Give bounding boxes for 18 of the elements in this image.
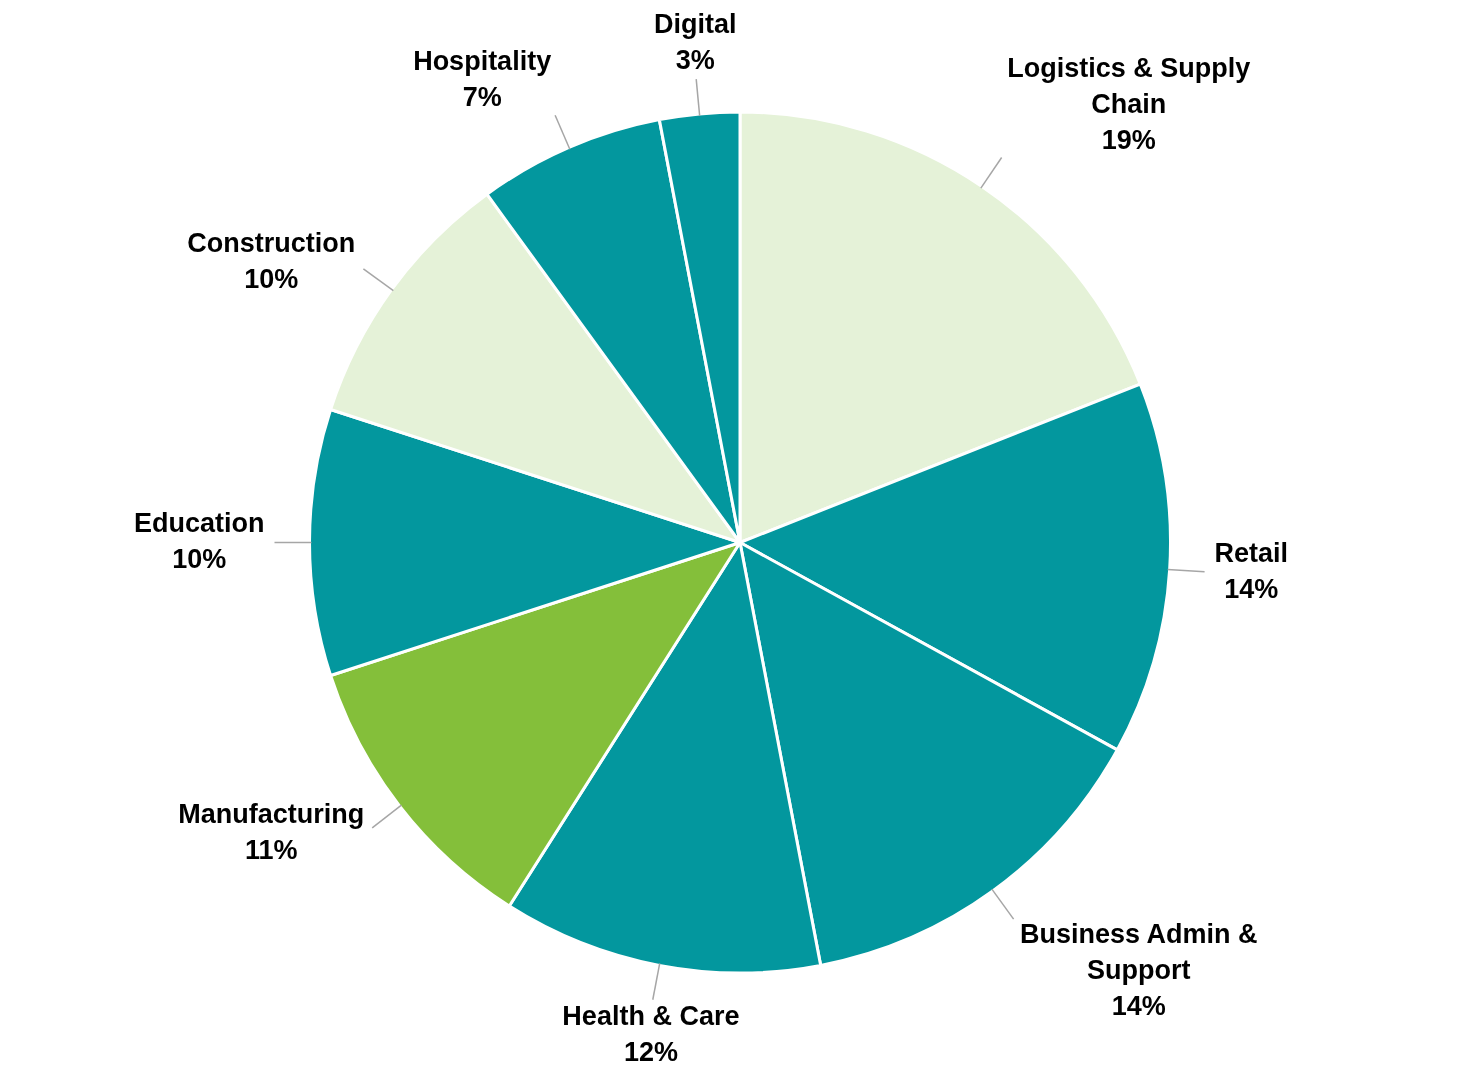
slice-label: Business Admin & Support bbox=[1019, 918, 1258, 985]
slice-label: Logistics & Supply Chain bbox=[1007, 52, 1251, 119]
slice-label: Retail bbox=[1214, 537, 1289, 568]
data-label: 3% bbox=[675, 44, 715, 75]
data-label: 12% bbox=[623, 1037, 678, 1068]
slice-label: Health & Care bbox=[562, 1001, 740, 1032]
data-label: 7% bbox=[462, 81, 502, 112]
slice-label: Construction bbox=[187, 228, 356, 259]
data-label: 10% bbox=[244, 264, 299, 295]
data-label: 19% bbox=[1101, 124, 1156, 155]
slice-label: Education bbox=[133, 507, 265, 538]
slice-label: Hospitality bbox=[413, 45, 552, 76]
data-label: 14% bbox=[1224, 573, 1279, 604]
data-label: 11% bbox=[245, 835, 298, 866]
data-label: 10% bbox=[172, 543, 227, 574]
slice-label: Digital bbox=[653, 8, 737, 39]
data-label: 14% bbox=[1111, 990, 1166, 1021]
slice-label: Manufacturing bbox=[178, 799, 365, 830]
